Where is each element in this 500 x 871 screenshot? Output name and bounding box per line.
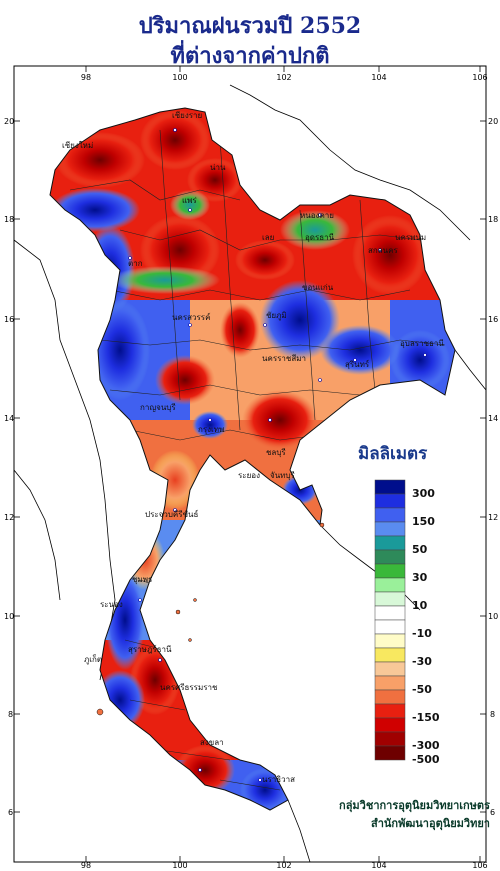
axis-tick-labels: 98 100 102 104 106 98 100 102 104 106 20…	[4, 73, 498, 870]
y-tick-right: 18	[488, 215, 498, 224]
place-label-chiang-mai: เชียงใหม่	[62, 141, 93, 150]
place-label-nakhon-sawan: นครสวรรค์	[172, 312, 210, 322]
legend-swatch	[374, 563, 406, 579]
y-tick-left: 8	[8, 710, 13, 719]
place-label-surat-thani: สุราษฎร์ธานี	[128, 644, 172, 654]
legend-label: 30	[412, 571, 428, 584]
place-label-kanchanaburi: กาญจนบุรี	[140, 403, 176, 412]
x-tick-bottom: 102	[276, 861, 291, 870]
y-tick-left: 20	[4, 117, 14, 126]
legend-swatch	[374, 549, 406, 565]
place-label-nakhon-ratchasima: นครราชสีมา	[262, 354, 306, 363]
legend-label: -300	[412, 739, 440, 752]
place-label-songkhla: สงขลา	[200, 738, 224, 747]
x-tick-bottom: 98	[81, 861, 91, 870]
legend-swatch	[374, 745, 406, 761]
y-tick-left: 16	[4, 315, 14, 324]
place-label-nakhon-phanom: นครพนม	[395, 233, 426, 242]
y-tick-right: 10	[488, 612, 498, 621]
legend-swatch	[374, 717, 406, 733]
legend-label: 10	[412, 599, 428, 612]
y-tick-right: 8	[490, 710, 495, 719]
x-tick-top: 104	[371, 73, 386, 82]
province-labels: เชียงราย เชียงใหม่ น่าน แพร่ ตาก หนองคาย…	[62, 111, 444, 784]
legend-swatch	[374, 731, 406, 747]
legend-swatch	[374, 591, 406, 607]
legend-swatch	[374, 675, 406, 691]
place-label-chonburi: ชลบุรี	[266, 448, 286, 457]
legend-title: มิลลิเมตร	[358, 444, 428, 464]
x-tick-bottom: 100	[172, 861, 187, 870]
y-tick-right: 14	[488, 414, 498, 423]
legend-label: -50	[412, 683, 432, 696]
x-tick-top: 98	[81, 73, 91, 82]
legend-swatch	[374, 619, 406, 635]
legend-swatch	[374, 647, 406, 663]
place-label-prachuap: ประจวบคีรีขันธ์	[145, 509, 199, 519]
legend-label: -150	[412, 711, 440, 724]
map-title-line1: ปริมาณฝนรวมปี 2552	[138, 13, 362, 39]
place-label-rayong: ระยอง	[238, 471, 260, 480]
place-label-phuket: ภูเก็ต	[84, 654, 102, 665]
x-tick-top: 102	[276, 73, 291, 82]
y-tick-left: 6	[8, 808, 13, 817]
legend-swatches	[374, 479, 406, 761]
islands	[96, 522, 325, 716]
place-label-phrae: แพร่	[182, 196, 197, 205]
x-tick-bottom: 104	[371, 861, 386, 870]
legend-swatch	[374, 633, 406, 649]
y-tick-right: 6	[490, 808, 495, 817]
legend-label: -500	[412, 753, 440, 766]
legend-label: 300	[412, 487, 435, 500]
place-label-nong-khai: หนองคาย	[300, 211, 334, 220]
legend-swatch	[374, 521, 406, 537]
legend-label: -30	[412, 655, 432, 668]
y-tick-left: 10	[4, 612, 14, 621]
y-tick-left: 14	[4, 414, 14, 423]
x-tick-top: 100	[172, 73, 187, 82]
y-tick-left: 18	[4, 215, 14, 224]
legend-label: 50	[412, 543, 428, 556]
y-tick-right: 12	[488, 513, 498, 522]
legend-swatch	[374, 689, 406, 705]
place-label-loei: เลย	[262, 233, 274, 242]
place-label-chiang-rai: เชียงราย	[172, 111, 202, 120]
x-tick-top: 106	[472, 73, 487, 82]
axis-ticks	[14, 66, 486, 862]
legend-swatch	[374, 535, 406, 551]
legend-swatch	[374, 507, 406, 523]
legend-swatch	[374, 577, 406, 593]
place-label-narathiwat: นราธิวาส	[262, 775, 295, 784]
neighbour-borders	[13, 84, 487, 863]
place-label-chaiyaphum: ชัยภูมิ	[266, 311, 287, 321]
place-label-chumphon: ชุมพร	[132, 575, 153, 584]
y-tick-right: 20	[488, 117, 498, 126]
legend-swatch	[374, 605, 406, 621]
place-label-udon-thani: อุดรธานี	[305, 233, 335, 242]
place-label-bangkok: กรุงเทพ	[198, 425, 224, 434]
map-title-line2: ที่ต่างจากค่าปกติ	[170, 43, 330, 69]
legend-swatch	[374, 493, 406, 509]
place-label-sakon-nakhon: สกลนคร	[368, 246, 398, 255]
place-label-tak: ตาก	[128, 259, 143, 268]
x-tick-bottom: 106	[472, 861, 487, 870]
station-markers	[128, 128, 427, 782]
place-label-khon-kaen: ขอนแก่น	[302, 283, 334, 292]
legend-swatch	[374, 703, 406, 719]
y-tick-right: 16	[488, 315, 498, 324]
place-label-ubon: อุบลราชธานี	[400, 339, 444, 348]
legend-swatch	[374, 479, 406, 495]
place-label-nakhon-si-thammarat: นครศรีธรรมราช	[160, 683, 218, 692]
place-label-chanthaburi: จันทบุรี	[270, 471, 296, 480]
place-label-surin: สุรินทร์	[345, 359, 370, 369]
legend-swatch	[374, 661, 406, 677]
credit-line2: สำนักพัฒนาอุตุนิยมวิทยา	[371, 817, 490, 830]
place-label-nan: น่าน	[210, 163, 226, 172]
legend-label: 150	[412, 515, 435, 528]
y-tick-left: 12	[4, 513, 14, 522]
credit-line1: กลุ่มวิชาการอุตุนิยมวิทยาเกษตร	[339, 799, 490, 812]
legend-label: -10	[412, 627, 432, 640]
place-label-ranong: ระนอง	[100, 600, 123, 609]
